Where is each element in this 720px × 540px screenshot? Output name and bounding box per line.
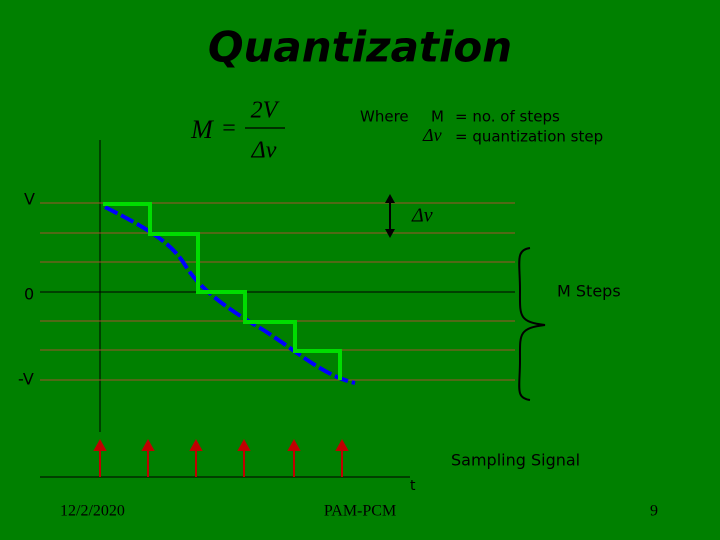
- step-label: Δv: [411, 205, 433, 227]
- formula-numerator: 2V: [251, 98, 280, 124]
- pulse-head: [237, 438, 251, 451]
- formula-denominator: Δv: [251, 138, 277, 164]
- page-number: 9: [650, 503, 658, 520]
- pulse-head: [93, 438, 107, 451]
- step-arrowheads: [385, 194, 395, 238]
- analog-signal: [104, 205, 356, 385]
- footer-title: PAM-PCM: [324, 503, 396, 520]
- formula-lhs: M: [190, 115, 214, 144]
- pulse-head: [287, 438, 301, 451]
- legend-text: = no. of steps: [455, 108, 560, 126]
- time-label: t: [410, 478, 416, 494]
- slide-title: Quantization: [208, 23, 512, 72]
- footer-date: 12/2/2020: [60, 503, 125, 520]
- level-label: 0: [24, 285, 34, 304]
- where-label: Where: [360, 108, 409, 126]
- level-label: -V: [18, 370, 34, 389]
- formula-eq: =: [222, 116, 236, 142]
- legend-text: = quantization step: [455, 128, 603, 146]
- quantized-signal: [103, 202, 342, 380]
- sampling-pulses: [93, 438, 349, 477]
- sampling-label: Sampling Signal: [451, 451, 580, 470]
- brace: [518, 247, 546, 401]
- legend-symbol: Δv: [422, 125, 442, 145]
- pulse-head: [189, 438, 203, 451]
- quantization-levels: [40, 202, 515, 381]
- pulse-head: [335, 438, 349, 451]
- legend-symbol: M: [431, 108, 444, 126]
- brace-label: M Steps: [557, 282, 621, 301]
- level-label: V: [24, 190, 35, 209]
- pulse-head: [141, 438, 155, 451]
